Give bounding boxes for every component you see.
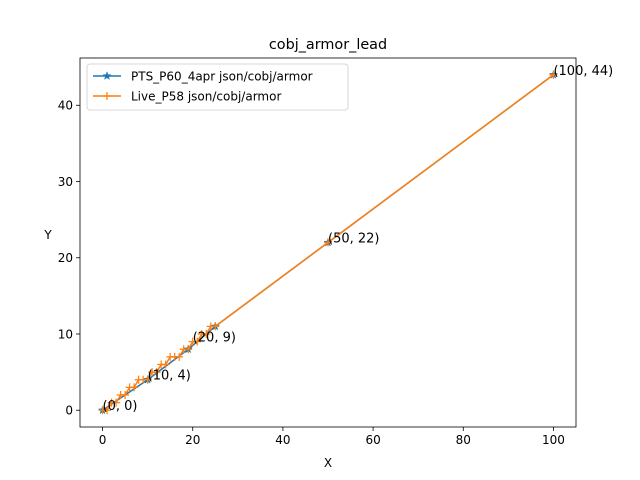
- x-tick-label: 80: [456, 433, 471, 447]
- x-tick-label: 40: [275, 433, 290, 447]
- y-tick-label: 10: [58, 327, 73, 341]
- data-point: [184, 345, 193, 354]
- data-point: [175, 352, 184, 361]
- legend-marker: [102, 71, 112, 81]
- x-tick-label: 0: [99, 433, 107, 447]
- data-point: [112, 398, 121, 407]
- data-point: [324, 238, 332, 247]
- x-tick-label: 100: [542, 433, 565, 447]
- y-tick-label: 20: [58, 251, 73, 265]
- data-point: [152, 368, 161, 377]
- legend-label: Live_P58 json/cobj/armor: [131, 90, 281, 104]
- data-point: [103, 406, 112, 415]
- y-tick-label: 30: [58, 175, 73, 189]
- y-axis-label: Y: [43, 228, 52, 242]
- legend-label: PTS_P60_4apr json/cobj/armor: [131, 70, 313, 84]
- plot-area: [97, 69, 559, 415]
- data-point: [143, 375, 152, 384]
- y-tick-label: 0: [65, 404, 73, 418]
- legend-marker: [103, 92, 111, 100]
- y-tick-label: 40: [58, 99, 73, 113]
- data-point: [202, 329, 211, 338]
- y-axis: 0 10 20 30 40: [58, 99, 80, 418]
- x-tick-label: 20: [185, 433, 200, 447]
- series-2: [98, 70, 558, 415]
- point-annotation: (20, 9): [193, 331, 236, 346]
- annotations: (0, 0) (10, 4) (20, 9) (50, 22) (100, 44): [103, 64, 614, 414]
- data-point: [193, 337, 202, 346]
- chart-title: cobj_armor_lead: [269, 37, 387, 53]
- point-annotation: (10, 4): [148, 369, 191, 384]
- data-point: [161, 360, 170, 369]
- x-axis: 0 20 40 60 80 100: [99, 427, 565, 447]
- data-point: [549, 70, 558, 79]
- data-point: [121, 390, 130, 399]
- data-point: [130, 383, 139, 392]
- axes-frame: [79, 57, 577, 428]
- point-annotation: (50, 22): [328, 232, 380, 247]
- legend-box: [86, 63, 349, 111]
- x-tick-label: 60: [365, 433, 380, 447]
- legend: PTS_P60_4apr json/cobj/armor Live_P58 jso…: [86, 63, 349, 111]
- point-annotation: (0, 0): [103, 399, 138, 414]
- point-annotation: (100, 44): [553, 64, 613, 79]
- x-axis-label: X: [324, 456, 332, 470]
- data-point: [211, 322, 220, 331]
